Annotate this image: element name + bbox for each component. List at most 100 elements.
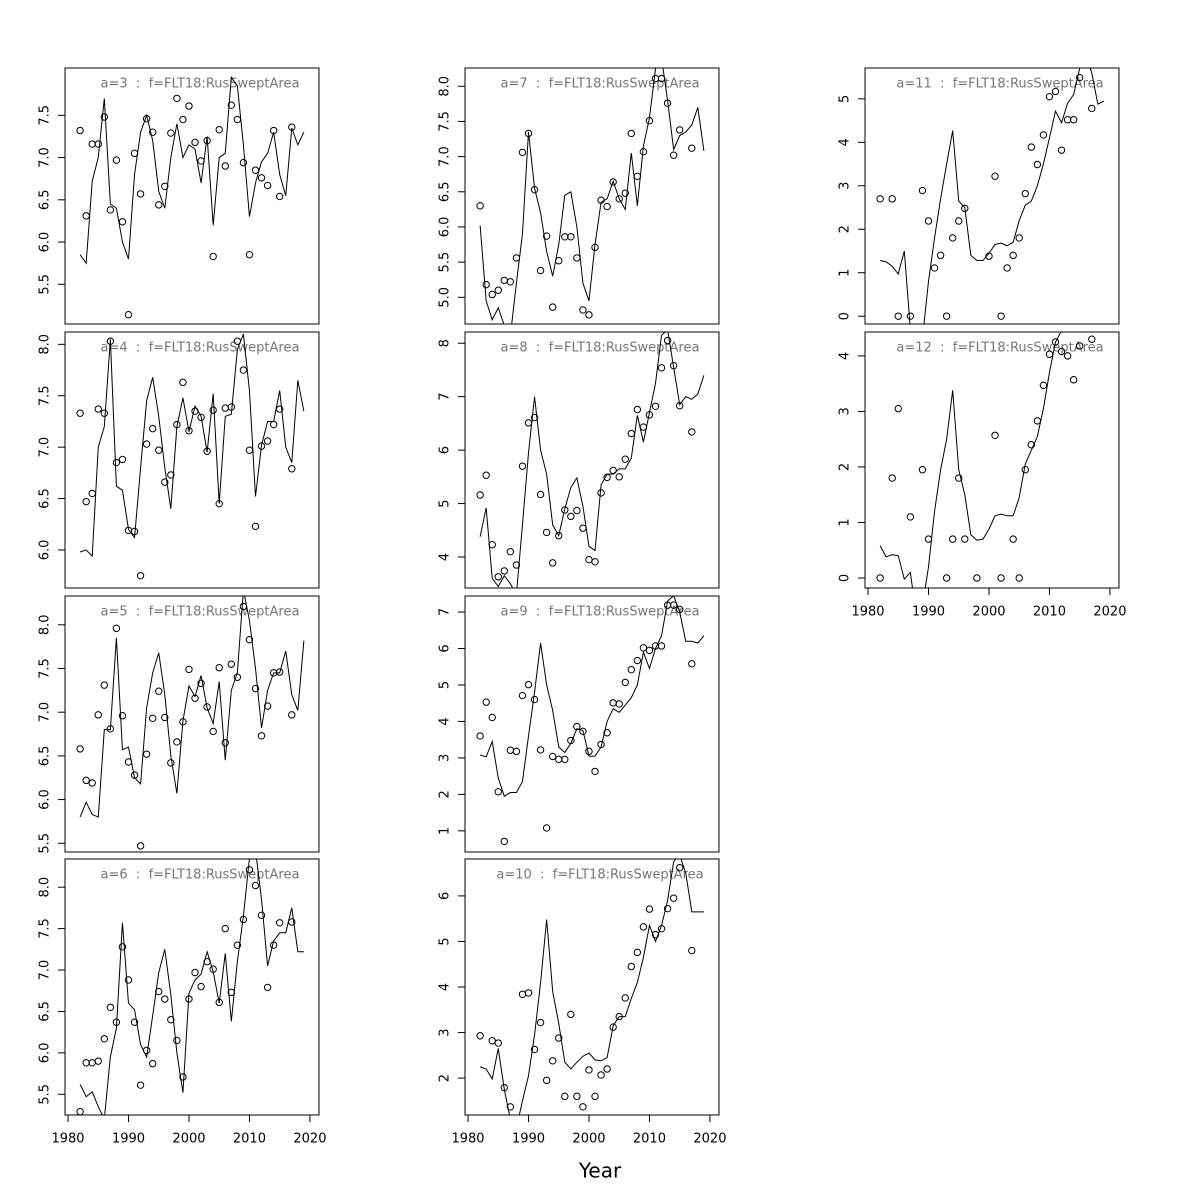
fit-line xyxy=(79,859,304,1115)
data-point xyxy=(494,573,502,581)
data-point xyxy=(106,206,115,214)
data-point xyxy=(76,126,84,135)
x-tick-label: 1980 xyxy=(851,605,884,620)
data-point xyxy=(663,336,672,345)
data-point xyxy=(536,1018,545,1027)
data-point xyxy=(488,713,496,722)
data-point xyxy=(609,699,617,707)
data-point xyxy=(561,233,569,241)
panel: a=5 : f=FLT18:RusSweptArea 5.5 6.0 6.5 7.0 7.… xyxy=(38,595,320,854)
data-point xyxy=(106,1003,115,1011)
data-point xyxy=(124,311,133,319)
y-tick-label: 2 xyxy=(838,225,853,233)
data-point xyxy=(536,490,545,499)
data-point xyxy=(136,842,145,850)
data-point xyxy=(82,776,90,785)
data-point xyxy=(1088,104,1096,113)
data-point xyxy=(275,668,284,676)
y-tick-label: 5.0 xyxy=(438,287,453,308)
data-point xyxy=(621,455,629,463)
data-point xyxy=(245,866,254,874)
data-point xyxy=(657,642,666,650)
data-point xyxy=(548,1057,557,1065)
data-point xyxy=(288,711,296,719)
x-tick-label: 1980 xyxy=(51,1132,84,1147)
panel: a=8 : f=FLT18:RusSweptArea 4 5 6 7 8 xyxy=(438,331,720,589)
fit-line xyxy=(479,332,705,588)
data-point xyxy=(542,824,551,832)
plot-area xyxy=(476,859,704,1115)
data-point xyxy=(573,1092,581,1101)
data-point xyxy=(627,129,636,138)
data-point xyxy=(524,419,533,427)
data-point xyxy=(161,995,169,1003)
data-point xyxy=(167,1016,175,1024)
x-tick-label: 1990 xyxy=(112,1132,145,1147)
y-tick-label: 8.0 xyxy=(438,76,453,97)
data-point xyxy=(1075,342,1084,350)
y-tick-label: 6.0 xyxy=(438,217,453,238)
data-point xyxy=(651,930,660,939)
data-point xyxy=(542,1076,551,1085)
data-point xyxy=(112,624,121,633)
data-point xyxy=(1009,535,1017,543)
data-point xyxy=(1069,376,1078,384)
data-point xyxy=(482,471,490,479)
panel: a=3 : f=FLT18:RusSweptArea 5.5 6.0 6.5 7.0 7.… xyxy=(38,67,320,325)
data-point xyxy=(209,727,217,736)
data-point xyxy=(536,746,545,754)
data-point xyxy=(161,182,169,190)
y-tick-label: 7.5 xyxy=(38,385,53,406)
data-point xyxy=(651,402,660,410)
plot-frame xyxy=(64,67,320,325)
data-point xyxy=(918,186,927,195)
fit-line xyxy=(79,333,305,558)
data-point xyxy=(961,204,969,213)
y-tick-label: 7.5 xyxy=(38,918,53,939)
data-point xyxy=(603,202,611,211)
data-point xyxy=(536,266,545,275)
fit-line xyxy=(880,68,1105,324)
data-point xyxy=(579,727,587,735)
panel-title: a=12 : f=FLT18:RusSweptArea xyxy=(896,341,1103,356)
fit-line xyxy=(479,68,705,324)
data-point xyxy=(512,254,521,262)
y-tick-label: 7.5 xyxy=(38,105,53,126)
plot-frame xyxy=(64,331,320,589)
data-point xyxy=(155,687,163,695)
data-point xyxy=(597,1071,605,1079)
panel-title: a=8 : f=FLT18:RusSweptArea xyxy=(501,341,700,356)
data-point xyxy=(100,113,109,121)
data-point xyxy=(100,1035,109,1043)
data-point xyxy=(118,455,127,464)
data-point xyxy=(167,471,175,479)
data-point xyxy=(627,429,636,438)
data-point xyxy=(136,190,145,198)
data-point xyxy=(579,524,587,532)
data-point xyxy=(155,201,163,209)
data-point xyxy=(118,218,127,226)
data-point xyxy=(675,863,684,872)
data-point xyxy=(494,1039,502,1047)
data-point xyxy=(627,962,636,971)
data-point xyxy=(257,911,266,920)
data-point xyxy=(191,968,199,977)
data-point xyxy=(227,660,236,668)
data-point xyxy=(591,767,599,776)
data-point xyxy=(221,739,229,747)
data-point xyxy=(621,189,629,197)
plot-frame xyxy=(464,595,720,853)
data-point xyxy=(76,745,84,753)
plot-frame xyxy=(464,331,720,589)
data-point xyxy=(148,424,157,433)
data-point xyxy=(215,125,223,134)
data-point xyxy=(555,531,563,540)
data-point xyxy=(542,232,551,240)
y-tick-label: 4 xyxy=(838,138,853,146)
y-tick-label: 7.0 xyxy=(38,960,53,981)
data-point xyxy=(675,126,684,134)
data-point xyxy=(1021,466,1029,474)
data-point xyxy=(1033,160,1042,169)
data-point xyxy=(482,698,490,706)
data-point xyxy=(506,547,515,556)
